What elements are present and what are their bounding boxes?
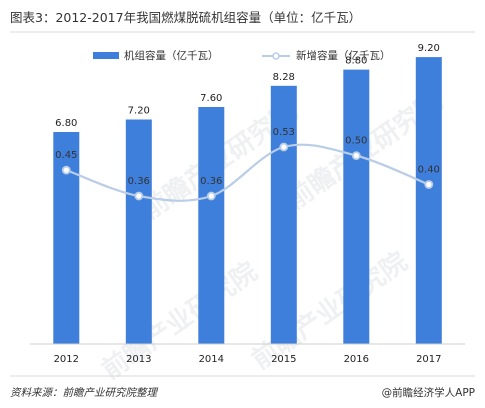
legend-label-line: 新增容量（亿千瓦）: [296, 49, 391, 62]
line-label-2014: 0.36: [200, 176, 222, 187]
legend-swatch-bar: [93, 52, 119, 59]
x-tick-2012: 2012: [54, 354, 79, 365]
bar-label-2015: 8.28: [273, 72, 295, 83]
line-point-2014: [206, 191, 216, 201]
x-axis-ticks: 2012 2013 2014 2015 2016 2017: [54, 354, 442, 365]
line-point-2016: [351, 151, 361, 161]
line-series: [65, 143, 430, 202]
line-point-2013: [134, 191, 144, 201]
legend-swatch-marker: [272, 52, 280, 60]
line-markers: [61, 142, 434, 201]
source-note: 资料来源：前瞻产业研究院整理: [10, 387, 158, 399]
bar-series: [53, 57, 442, 345]
line-point-2015: [279, 142, 289, 152]
chart-title: 图表3：2012-2017年我国燃煤脱硫机组容量（单位：亿千瓦）: [10, 10, 361, 25]
bar-label-2017: 9.20: [418, 43, 440, 54]
bar-2012: [53, 132, 80, 344]
bar-value-labels: 6.80 7.20 7.60 8.28 8.80 9.20: [55, 43, 440, 129]
bar-label-2016: 8.80: [345, 56, 367, 67]
bar-2015: [270, 85, 297, 345]
x-tick-2014: 2014: [199, 354, 224, 365]
legend-label-bar: 机组容量（亿千瓦）: [124, 49, 219, 62]
x-tick-2016: 2016: [344, 354, 369, 365]
watermark-text-3: 前瞻产业研究院: [96, 256, 263, 386]
line-label-2016: 0.50: [345, 136, 367, 147]
bar-label-2012: 6.80: [55, 118, 77, 129]
bar-2017: [415, 57, 442, 344]
legend: 机组容量（亿千瓦） 新增容量（亿千瓦）: [93, 49, 391, 62]
line-label-2015: 0.53: [273, 127, 295, 138]
x-tick-2017: 2017: [416, 354, 441, 365]
line-point-2012: [61, 165, 71, 175]
x-tick-2013: 2013: [126, 354, 151, 365]
line-label-2012: 0.45: [55, 150, 77, 161]
bar-2014: [198, 107, 225, 344]
line-point-2017: [424, 180, 434, 189]
bar-2016: [343, 69, 370, 344]
bar-label-2014: 7.60: [200, 93, 222, 104]
line-label-2017: 0.40: [418, 165, 440, 176]
x-tick-2015: 2015: [271, 354, 296, 365]
line-value-labels: 0.45 0.36 0.36 0.53 0.50 0.40: [55, 127, 440, 187]
bar-label-2013: 7.20: [128, 106, 150, 117]
bar-2013: [125, 119, 152, 344]
line-label-2013: 0.36: [128, 176, 150, 187]
brand-credit: @前瞻经济学人APP: [382, 386, 475, 399]
